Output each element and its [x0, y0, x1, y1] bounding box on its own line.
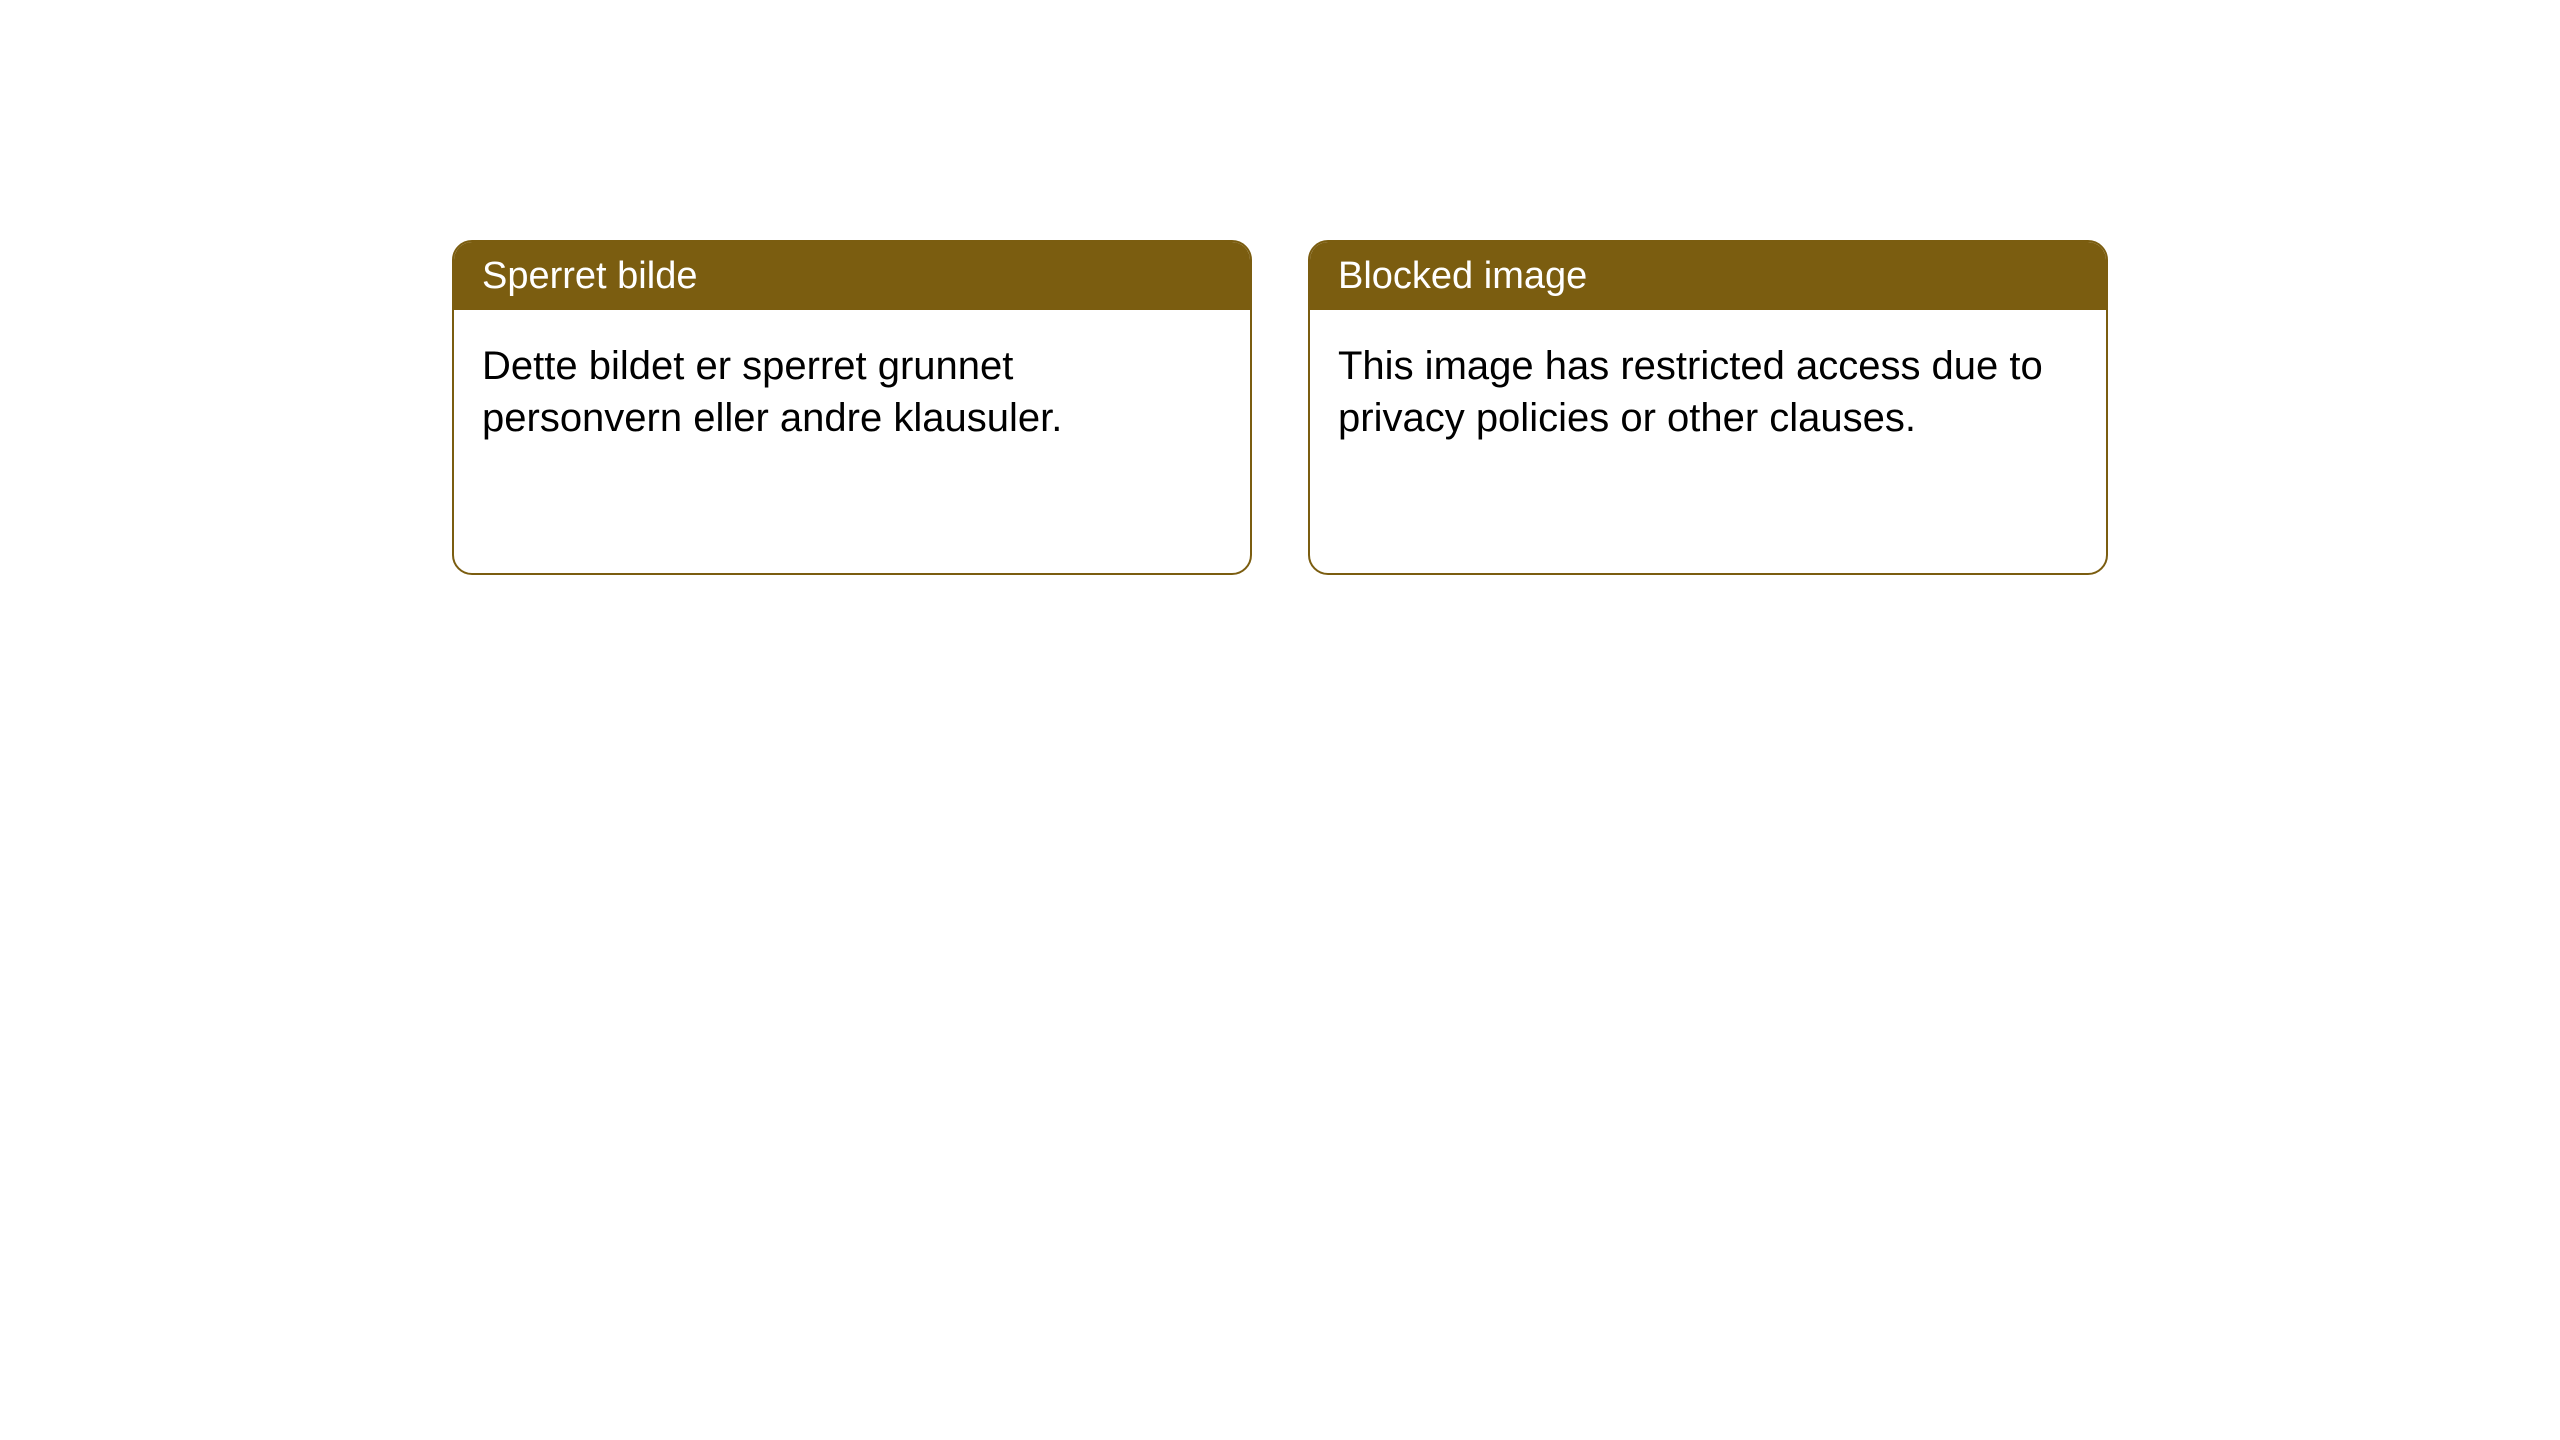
notice-card-title: Sperret bilde [454, 242, 1250, 310]
notice-card-english: Blocked image This image has restricted … [1308, 240, 2108, 575]
notice-card-body: This image has restricted access due to … [1310, 310, 2106, 464]
notice-card-title: Blocked image [1310, 242, 2106, 310]
notice-card-norwegian: Sperret bilde Dette bildet er sperret gr… [452, 240, 1252, 575]
notice-cards-row: Sperret bilde Dette bildet er sperret gr… [0, 0, 2560, 575]
notice-card-body: Dette bildet er sperret grunnet personve… [454, 310, 1250, 464]
